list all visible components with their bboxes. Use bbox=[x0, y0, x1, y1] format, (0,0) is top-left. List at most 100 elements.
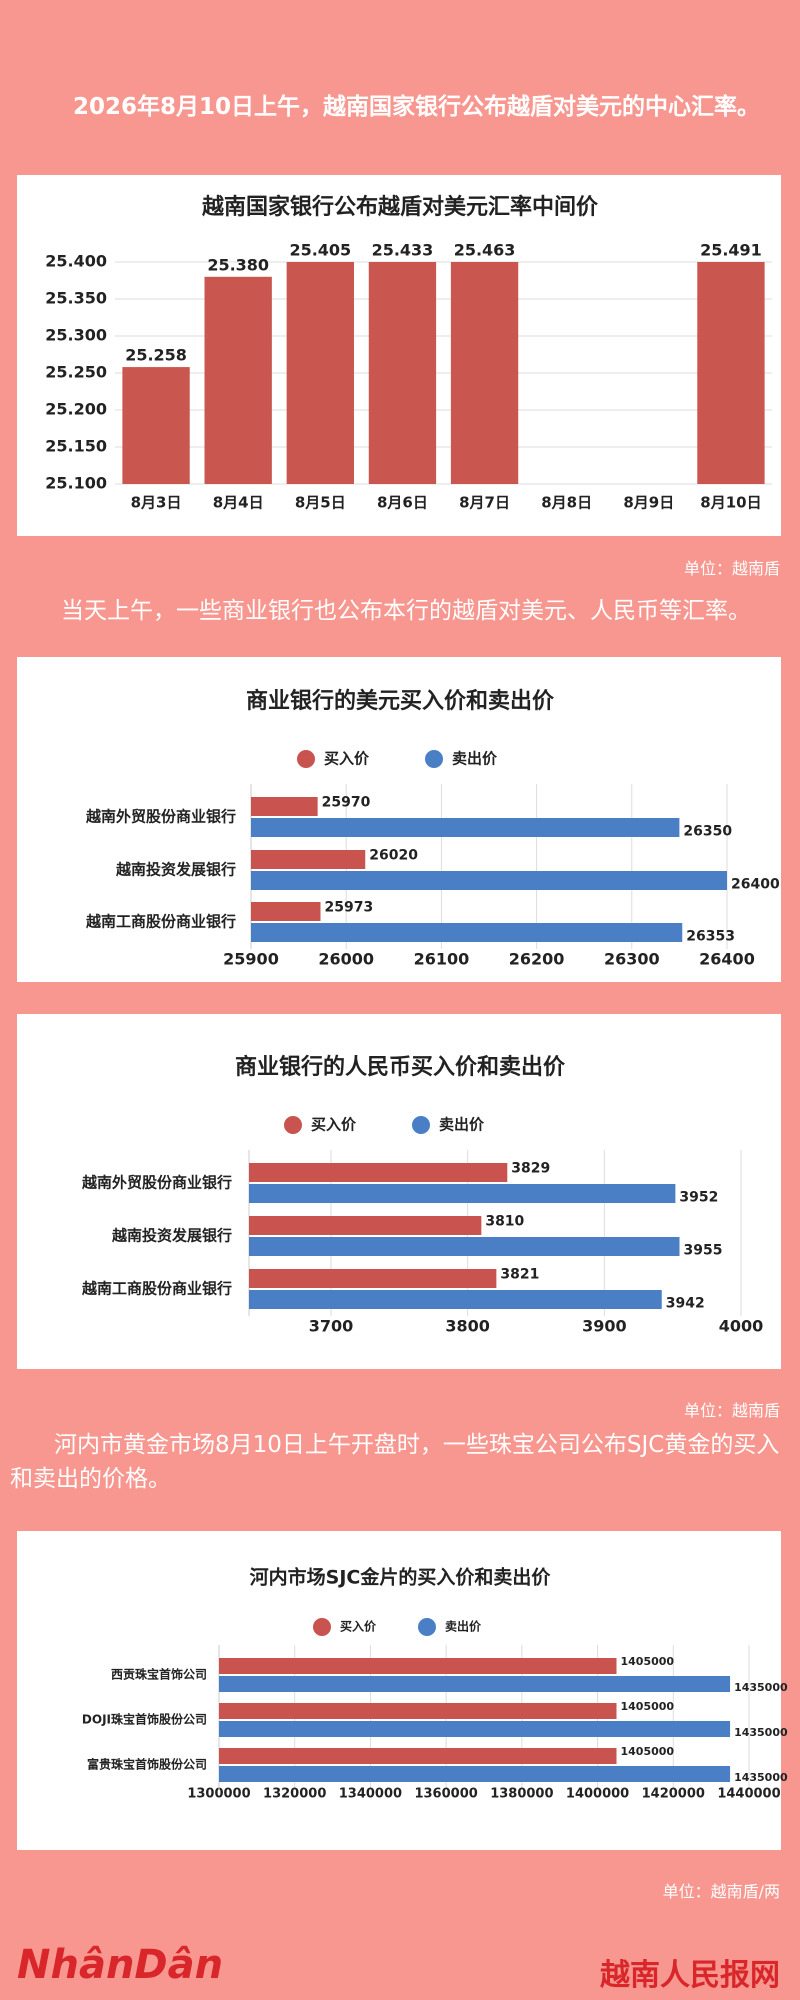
x-tick-label: 25900 bbox=[223, 950, 279, 969]
bar bbox=[249, 1216, 482, 1235]
x-tick-label: 8月3日 bbox=[131, 494, 182, 512]
bar bbox=[286, 262, 354, 484]
y-tick-label: 越南外贸股份商业银行 bbox=[81, 1174, 232, 1192]
x-tick-label: 26300 bbox=[604, 950, 660, 969]
value-label: 26400 bbox=[731, 877, 780, 893]
x-tick-label: 8月5日 bbox=[295, 494, 346, 512]
unit-label: 单位：越南盾/两 bbox=[662, 1882, 780, 1901]
legend-marker bbox=[418, 1618, 436, 1636]
plot-area bbox=[122, 262, 765, 484]
bar bbox=[219, 1658, 617, 1674]
bar bbox=[251, 850, 366, 869]
x-tick-label: 8月8日 bbox=[541, 494, 592, 512]
bar bbox=[249, 1184, 676, 1203]
y-tick-label: 25.300 bbox=[45, 326, 107, 345]
site-name: 越南人民报网 bbox=[600, 1958, 780, 1993]
y-tick-label: DOJI珠宝首饰股份公司 bbox=[82, 1712, 207, 1727]
x-tick-label: 3900 bbox=[582, 1317, 627, 1336]
bar bbox=[251, 871, 727, 890]
unit-label: 单位：越南盾 bbox=[683, 559, 780, 578]
value-label: 25.380 bbox=[207, 255, 269, 274]
bar bbox=[219, 1766, 731, 1782]
value-label: 3942 bbox=[666, 1296, 705, 1312]
y-tick-label: 西贡珠宝首饰公司 bbox=[111, 1667, 207, 1682]
legend-label: 卖出价 bbox=[445, 1619, 482, 1634]
value-label: 3821 bbox=[500, 1267, 539, 1283]
y-tick-label: 25.350 bbox=[45, 289, 107, 308]
value-label: 25.258 bbox=[125, 346, 187, 365]
bar bbox=[251, 923, 683, 942]
x-tick-label: 8月4日 bbox=[213, 494, 264, 512]
bar bbox=[368, 262, 437, 484]
legend-marker bbox=[297, 750, 315, 768]
x-tick-label: 26000 bbox=[318, 950, 374, 969]
x-tick-label: 3700 bbox=[309, 1317, 354, 1336]
bar bbox=[251, 818, 680, 837]
x-tick-label: 26100 bbox=[414, 950, 470, 969]
x-tick-label: 1420000 bbox=[642, 1787, 705, 1802]
value-label: 3829 bbox=[511, 1161, 550, 1177]
value-label: 1405000 bbox=[621, 1655, 675, 1668]
bar bbox=[204, 276, 272, 484]
y-tick-label: 25.200 bbox=[45, 400, 107, 419]
chart-title: 商业银行的美元买入价和卖出价 bbox=[246, 688, 555, 714]
y-tick-label: 25.150 bbox=[45, 437, 107, 456]
bar bbox=[251, 797, 318, 816]
paragraph: 河内市黄金市场8月10日上午开盘时，一些珠宝公司公布SJC黄金的买入和卖出的价格… bbox=[10, 1432, 780, 1492]
x-tick-label: 3800 bbox=[445, 1317, 490, 1336]
bar bbox=[251, 902, 321, 921]
x-tick-label: 1340000 bbox=[339, 1787, 402, 1802]
y-tick-label: 越南外贸股份商业银行 bbox=[85, 808, 236, 826]
bar bbox=[219, 1721, 731, 1737]
chart-title: 越南国家银行公布越盾对美元汇率中间价 bbox=[201, 194, 599, 220]
legend-marker bbox=[284, 1116, 302, 1134]
value-label: 25.491 bbox=[700, 241, 762, 260]
x-tick-label: 26400 bbox=[699, 950, 755, 969]
x-tick-label: 1300000 bbox=[187, 1787, 250, 1802]
value-label: 1435000 bbox=[734, 1726, 788, 1739]
y-tick-label: 越南投资发展银行 bbox=[111, 1227, 232, 1245]
value-label: 25.463 bbox=[454, 241, 516, 260]
value-label: 3810 bbox=[485, 1214, 524, 1230]
y-tick-label: 富贵珠宝首饰股份公司 bbox=[87, 1757, 207, 1772]
value-label: 25.405 bbox=[289, 241, 351, 260]
legend-marker bbox=[425, 750, 443, 768]
x-tick-label: 8月7日 bbox=[459, 494, 510, 512]
value-label: 26020 bbox=[369, 848, 418, 864]
legend-label: 买入价 bbox=[340, 1620, 377, 1634]
value-label: 26353 bbox=[686, 929, 735, 945]
bar bbox=[697, 262, 765, 484]
logo: NhânDân bbox=[17, 1942, 224, 1988]
legend-label: 买入价 bbox=[324, 750, 370, 768]
legend-label: 卖出价 bbox=[452, 750, 498, 768]
value-label: 25973 bbox=[324, 900, 373, 916]
value-label: 1405000 bbox=[621, 1700, 675, 1713]
value-label: 25.433 bbox=[372, 241, 434, 260]
x-tick-label: 1360000 bbox=[414, 1787, 477, 1802]
bar bbox=[122, 367, 190, 484]
chart-title: 商业银行的人民币买入价和卖出价 bbox=[235, 1054, 566, 1080]
x-tick-label: 4000 bbox=[719, 1317, 764, 1336]
bar bbox=[219, 1676, 731, 1692]
paragraph: 当天上午，一些商业银行也公布本行的越盾对美元、人民币等汇率。 bbox=[61, 598, 751, 624]
legend-label: 买入价 bbox=[311, 1116, 357, 1134]
intro-text: 2026年8月10日上午，越南国家银行公布越盾对美元的中心汇率。 bbox=[73, 94, 761, 120]
value-label: 1435000 bbox=[734, 1681, 788, 1694]
y-tick-label: 越南投资发展银行 bbox=[115, 861, 236, 879]
y-tick-label: 越南工商股份商业银行 bbox=[85, 913, 236, 931]
value-label: 3952 bbox=[679, 1190, 718, 1206]
y-tick-label: 越南工商股份商业银行 bbox=[81, 1280, 232, 1298]
x-tick-label: 1440000 bbox=[717, 1787, 780, 1802]
bar bbox=[219, 1703, 617, 1719]
legend-marker bbox=[412, 1116, 430, 1134]
value-label: 3955 bbox=[684, 1243, 723, 1259]
x-tick-label: 26200 bbox=[509, 950, 565, 969]
x-tick-label: 8月9日 bbox=[623, 494, 674, 512]
bar bbox=[219, 1748, 617, 1764]
bar bbox=[249, 1163, 508, 1182]
bar bbox=[249, 1290, 662, 1309]
bar bbox=[249, 1237, 680, 1256]
unit-label: 单位：越南盾 bbox=[683, 1401, 780, 1420]
